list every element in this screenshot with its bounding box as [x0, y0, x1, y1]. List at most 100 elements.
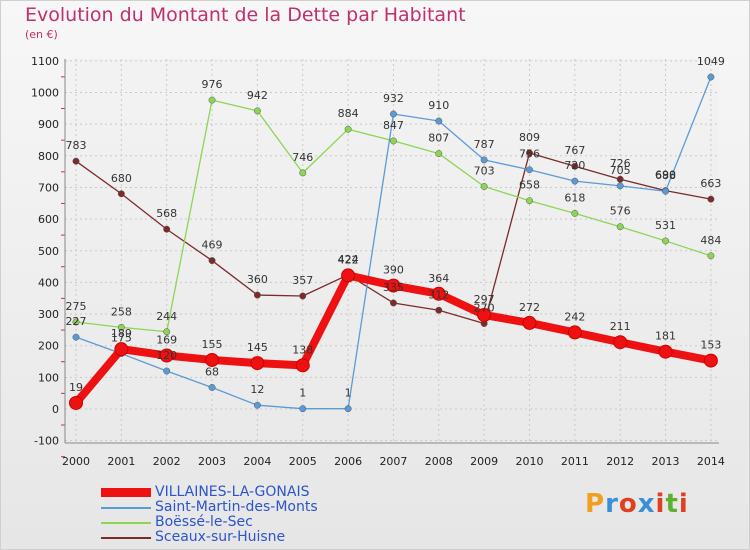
- data-label-1: 787: [474, 138, 495, 151]
- series-point-1: [163, 367, 171, 375]
- series-point-0: [341, 268, 356, 283]
- data-label-2: 484: [700, 234, 721, 247]
- series-point-2: [117, 323, 125, 331]
- series-point-2: [435, 150, 443, 158]
- logo-letter: x: [637, 489, 656, 519]
- data-label-3: 783: [66, 139, 87, 152]
- series-point-1: [707, 73, 715, 81]
- series-point-2: [571, 209, 579, 217]
- y-tick-label: 100: [38, 371, 59, 384]
- data-label-3: 690: [655, 169, 676, 182]
- logo-letter: P: [585, 489, 606, 519]
- x-tick-label: 2014: [697, 455, 725, 468]
- series-point-2: [72, 318, 80, 326]
- x-tick-label: 2007: [379, 455, 407, 468]
- x-tick-label: 2001: [107, 455, 135, 468]
- data-label-3: 360: [247, 273, 268, 286]
- x-tick-label: 2002: [153, 455, 181, 468]
- data-label-1: 1: [299, 387, 306, 400]
- data-label-0: 169: [156, 334, 177, 347]
- y-tick-label: 500: [38, 245, 59, 258]
- y-tick-label: 600: [38, 213, 59, 226]
- series-point-0: [613, 335, 628, 350]
- series-point-2: [344, 125, 352, 133]
- proxiti-logo: Proxiti: [585, 489, 689, 519]
- data-label-2: 658: [519, 179, 540, 192]
- data-label-2: 618: [564, 191, 585, 204]
- series-point-0: [295, 358, 310, 373]
- legend-label-villaines: VILLAINES-LA-GONAIS: [155, 484, 310, 500]
- data-label-3: 335: [383, 281, 404, 294]
- series-point-3: [208, 257, 216, 265]
- series-point-0: [431, 286, 446, 301]
- series-point-1: [662, 187, 669, 195]
- data-label-1: 932: [383, 92, 404, 105]
- legend-swatch-villaines: [101, 488, 151, 497]
- data-label-3: 469: [202, 239, 223, 252]
- legend-label-sceaux: Sceaux-sur-Huisne: [155, 529, 286, 545]
- series-point-0: [703, 353, 718, 368]
- series-point-1: [616, 182, 624, 190]
- series-point-0: [477, 307, 492, 322]
- data-label-3: 424: [338, 253, 359, 266]
- data-label-1: 175: [111, 332, 132, 345]
- series-point-1: [480, 156, 488, 164]
- data-label-1: 720: [564, 159, 585, 172]
- series-point-1: [390, 110, 397, 118]
- series-point-3: [163, 225, 171, 233]
- series-point-1: [435, 117, 443, 125]
- series-point-2: [163, 328, 171, 336]
- y-tick-label: 300: [38, 308, 59, 321]
- data-label-1: 12: [250, 383, 264, 396]
- x-tick-label: 2011: [561, 455, 589, 468]
- data-label-2: 275: [66, 300, 87, 313]
- data-label-2: 576: [610, 205, 631, 218]
- logo-letter: r: [605, 489, 619, 519]
- series-point-3: [117, 190, 125, 198]
- data-label-1: 68: [205, 365, 219, 378]
- series-point-1: [72, 333, 80, 341]
- data-label-3: 809: [519, 131, 540, 144]
- data-label-3: 270: [474, 302, 495, 315]
- series-point-1: [344, 405, 352, 413]
- series-point-3: [616, 175, 624, 183]
- chart-title: Evolution du Montant de la Dette par Hab…: [25, 4, 466, 26]
- data-label-1: 910: [428, 99, 449, 112]
- series-point-3: [707, 195, 715, 203]
- x-tick-label: 2005: [289, 455, 317, 468]
- data-label-2: 847: [383, 119, 404, 132]
- data-label-2: 244: [156, 310, 177, 323]
- legend-label-saint-martin: Saint-Martin-des-Monts: [155, 499, 318, 515]
- data-label-3: 726: [610, 157, 631, 170]
- series-point-3: [72, 157, 80, 165]
- data-label-3: 663: [700, 177, 721, 190]
- data-label-2: 807: [428, 132, 449, 145]
- series-point-3: [253, 291, 261, 299]
- series-point-3: [299, 292, 307, 300]
- y-tick-label: 1100: [31, 55, 59, 68]
- x-tick-label: 2003: [198, 455, 226, 468]
- data-label-2: 942: [247, 89, 268, 102]
- data-label-2: 976: [202, 78, 223, 91]
- data-label-1: 120: [156, 349, 177, 362]
- series-point-0: [522, 315, 537, 330]
- x-tick-label: 2000: [62, 455, 90, 468]
- x-tick-label: 2008: [425, 455, 453, 468]
- data-label-1: 1049: [697, 55, 725, 68]
- data-label-0: 19: [69, 381, 83, 394]
- x-tick-label: 2013: [652, 455, 680, 468]
- series-point-2: [526, 197, 533, 205]
- data-label-3: 767: [564, 144, 585, 157]
- data-label-0: 390: [383, 264, 404, 277]
- y-tick-label: 0: [52, 403, 59, 416]
- series-point-1: [208, 384, 216, 391]
- series-point-0: [250, 356, 265, 371]
- y-tick-label: 700: [38, 181, 59, 194]
- legend-swatch-boesse: [101, 522, 151, 524]
- series-point-0: [205, 352, 220, 367]
- series-point-3: [571, 162, 579, 170]
- y-tick-label: 400: [38, 276, 59, 289]
- series-point-2: [299, 169, 307, 177]
